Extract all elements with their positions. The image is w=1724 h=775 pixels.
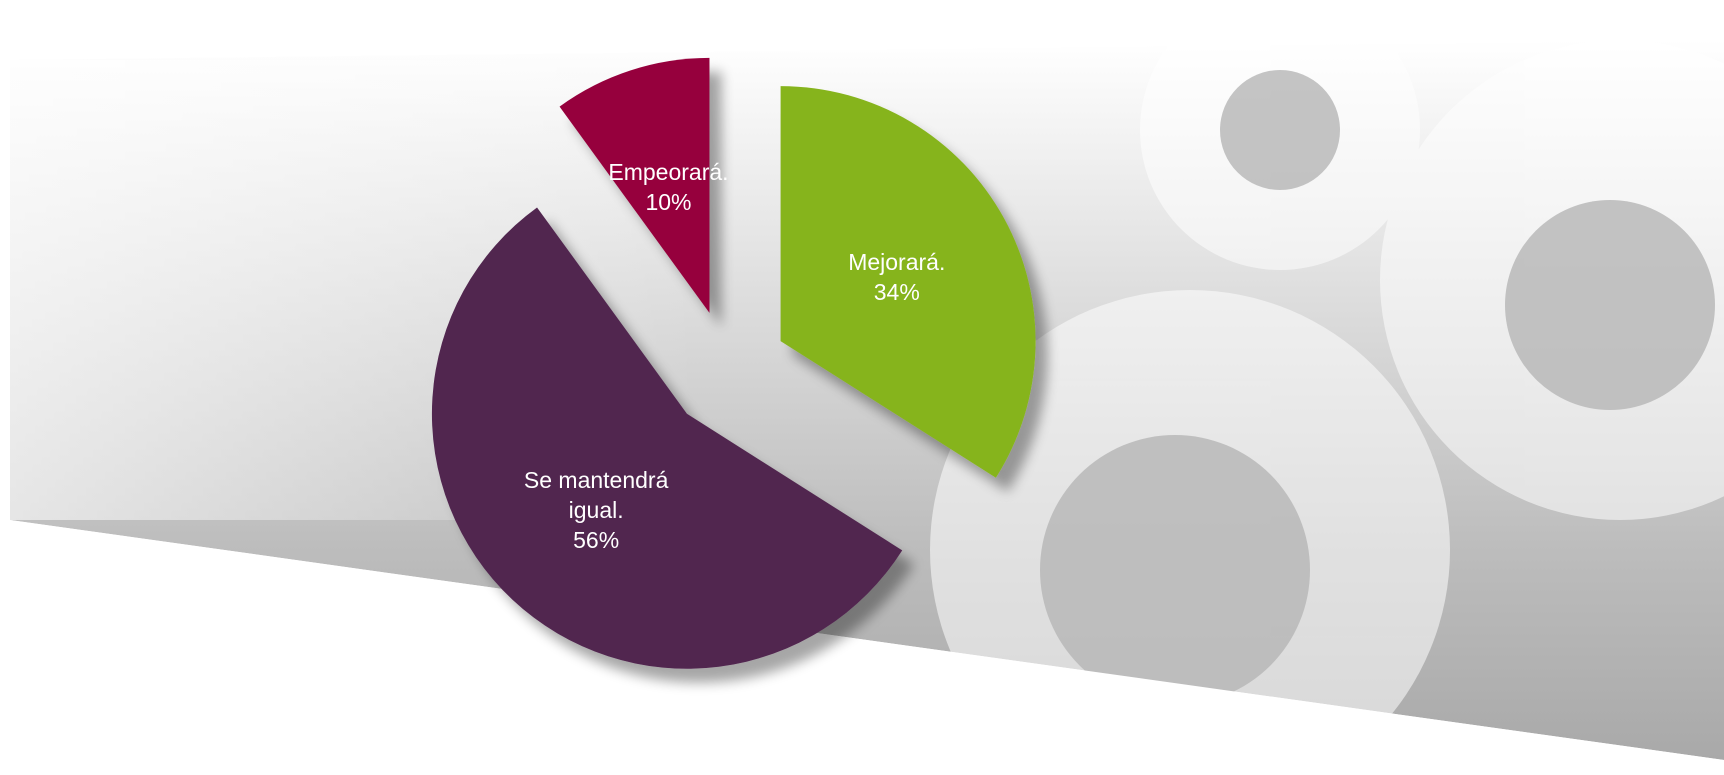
value-label: 10% — [645, 188, 692, 215]
value-label: 56% — [573, 527, 620, 554]
pie-slice — [780, 86, 1036, 478]
category-label: Empeorará. — [608, 158, 729, 185]
gear-holes — [1040, 70, 1715, 705]
data-label: Empeorará. 10% — [578, 157, 758, 217]
value-label: 34% — [873, 279, 920, 306]
data-label: Se mantendrá igual. 56% — [506, 465, 686, 555]
pie-slice — [431, 207, 903, 669]
pie-slice — [559, 57, 710, 313]
background-foot — [10, 520, 1724, 775]
data-label: Mejorará. 34% — [807, 247, 987, 307]
category-label: Se mantendrá igual. — [523, 467, 669, 524]
pie — [431, 57, 1036, 669]
category-label: Mejorará. — [848, 249, 946, 276]
